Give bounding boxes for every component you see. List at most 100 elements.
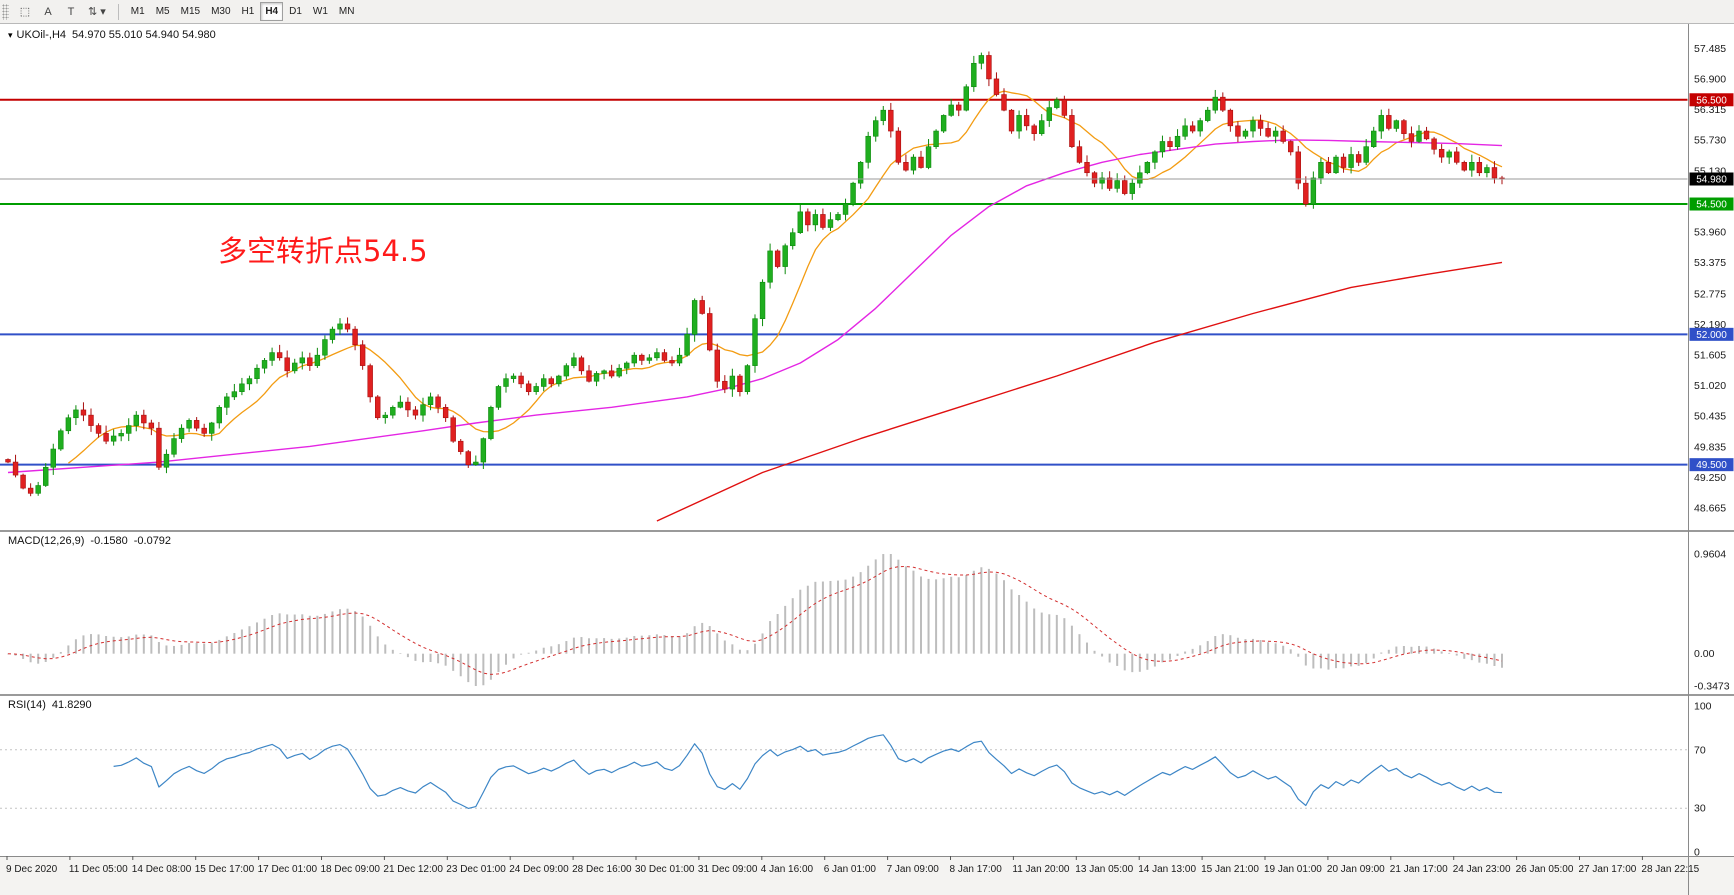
rsi-line xyxy=(113,734,1503,810)
toolbar-tools-group: ⬚ A T ⇅ ▾ xyxy=(14,2,111,21)
svg-text:52.000: 52.000 xyxy=(1696,330,1727,341)
svg-text:56.500: 56.500 xyxy=(1696,95,1727,106)
svg-text:56.900: 56.900 xyxy=(1694,73,1726,85)
time-label: 20 Jan 09:00 xyxy=(1327,864,1385,875)
time-label: 28 Jan 22:15 xyxy=(1641,864,1699,875)
symbol-timeframe-label: UKOil-,H4 xyxy=(16,29,67,41)
svg-text:-0.3473: -0.3473 xyxy=(1694,681,1730,693)
svg-text:51.020: 51.020 xyxy=(1694,380,1726,392)
time-label: 18 Dec 09:00 xyxy=(321,864,381,875)
time-label: 28 Dec 16:00 xyxy=(572,864,632,875)
time-label: 8 Jan 17:00 xyxy=(950,864,1003,875)
timeframe-m5-button[interactable]: M5 xyxy=(151,2,175,21)
timeframe-group: M1 M5 M15 M30 H1 H4 D1 W1 MN xyxy=(126,2,360,21)
timeframe-mn-button[interactable]: MN xyxy=(334,2,360,21)
rsi-header: RSI(14) 41.8290 xyxy=(8,699,92,711)
time-axis[interactable]: 9 Dec 2020 11 Dec 05:00 14 Dec 08:00 15 Dec… xyxy=(6,856,1700,875)
svg-text:54.500: 54.500 xyxy=(1696,200,1727,211)
svg-text:53.960: 53.960 xyxy=(1694,227,1726,239)
horizontal-lines[interactable] xyxy=(0,98,1688,466)
time-label: 21 Jan 17:00 xyxy=(1390,864,1448,875)
macd-signal-line xyxy=(7,565,1503,675)
svg-text:56.315: 56.315 xyxy=(1694,104,1726,116)
svg-text:52.775: 52.775 xyxy=(1694,288,1726,300)
macd-main-value: -0.1580 xyxy=(90,535,128,547)
price-badge-56.500: 56.500 xyxy=(1689,93,1734,107)
time-label: 4 Jan 16:00 xyxy=(761,864,814,875)
svg-text:49.250: 49.250 xyxy=(1694,472,1726,484)
price-axis: 57.48556.90056.31555.73055.13054.54553.9… xyxy=(1694,43,1726,515)
marquee-tool-icon[interactable]: ⬚ xyxy=(14,2,36,21)
svg-text:0.9604: 0.9604 xyxy=(1694,549,1726,561)
time-label: 31 Dec 09:00 xyxy=(698,864,758,875)
candles xyxy=(5,51,1505,497)
chart-area: 57.48556.90056.31555.73055.13054.54553.9… xyxy=(0,24,1734,895)
price-badge-54.500: 54.500 xyxy=(1689,197,1734,211)
svg-text:57.485: 57.485 xyxy=(1694,43,1726,55)
time-label: 13 Jan 05:00 xyxy=(1075,864,1133,875)
panel-divider-macd-rsi[interactable] xyxy=(0,694,1734,696)
timeframe-m15-button[interactable]: M15 xyxy=(176,2,205,21)
ma-slow-line xyxy=(656,261,1503,522)
macd-histogram xyxy=(7,554,1503,686)
svg-text:49.835: 49.835 xyxy=(1694,442,1726,454)
macd-signal-value: -0.0792 xyxy=(133,535,172,547)
time-label: 27 Jan 17:00 xyxy=(1579,864,1637,875)
svg-text:30: 30 xyxy=(1694,803,1706,815)
ma-mid-line xyxy=(7,139,1503,474)
time-label: 15 Dec 17:00 xyxy=(195,864,255,875)
cursor-a-tool-icon[interactable]: A xyxy=(37,2,59,21)
toolbar-separator xyxy=(117,3,119,20)
macd-label: MACD(12,26,9) xyxy=(8,535,85,547)
time-label: 14 Jan 13:00 xyxy=(1138,864,1196,875)
svg-text:48.665: 48.665 xyxy=(1694,503,1726,515)
price-badge-54.980: 54.980 xyxy=(1689,172,1734,186)
rsi-label: RSI(14) xyxy=(8,699,46,711)
macd-header: MACD(12,26,9) -0.1580 -0.0792 xyxy=(8,535,171,547)
timeframe-h4-button[interactable]: H4 xyxy=(260,2,284,21)
timeframe-m30-button[interactable]: M30 xyxy=(206,2,235,21)
svg-text:55.730: 55.730 xyxy=(1694,134,1726,146)
time-axis-strip xyxy=(0,856,1734,895)
svg-text:54.980: 54.980 xyxy=(1696,175,1727,186)
time-label: 24 Dec 09:00 xyxy=(509,864,569,875)
svg-text:0.00: 0.00 xyxy=(1694,648,1715,660)
time-label: 14 Dec 08:00 xyxy=(132,864,192,875)
chart-annotation[interactable]: 多空转折点54.5 xyxy=(218,234,428,268)
time-label: 23 Dec 01:00 xyxy=(446,864,506,875)
svg-text:0: 0 xyxy=(1694,847,1700,859)
timeframe-h1-button[interactable]: H1 xyxy=(237,2,260,21)
toolbar-drag-grip[interactable] xyxy=(2,3,9,20)
macd-axis: 0.9604 0.00 -0.3473 xyxy=(1694,549,1730,693)
time-label: 7 Jan 09:00 xyxy=(887,864,940,875)
svg-text:70: 70 xyxy=(1694,744,1706,756)
ohlc-values: 54.970 55.010 54.940 54.980 xyxy=(72,29,216,41)
price-badge-52.000: 52.000 xyxy=(1689,327,1734,341)
price-badge-49.500: 49.500 xyxy=(1689,458,1734,472)
time-label: 6 Jan 01:00 xyxy=(824,864,877,875)
chart-canvas[interactable]: 57.48556.90056.31555.73055.13054.54553.9… xyxy=(0,24,1734,895)
svg-text:49.500: 49.500 xyxy=(1696,460,1727,471)
time-label: 9 Dec 2020 xyxy=(6,864,58,875)
text-tool-icon[interactable]: T xyxy=(60,2,82,21)
objects-dropdown-icon[interactable]: ⇅ ▾ xyxy=(83,2,111,21)
timeframe-w1-button[interactable]: W1 xyxy=(308,2,333,21)
timeframe-m1-button[interactable]: M1 xyxy=(126,2,150,21)
time-label: 24 Jan 23:00 xyxy=(1453,864,1511,875)
svg-text:53.375: 53.375 xyxy=(1694,257,1726,269)
svg-text:100: 100 xyxy=(1694,701,1712,713)
svg-text:51.605: 51.605 xyxy=(1694,349,1726,361)
time-label: 30 Dec 01:00 xyxy=(635,864,695,875)
time-label: 17 Dec 01:00 xyxy=(258,864,318,875)
chart-header: ▾ UKOil-,H4 54.970 55.010 54.940 54.980 xyxy=(8,29,216,41)
one-click-trading-arrow[interactable]: ▾ xyxy=(8,30,13,40)
time-label: 26 Jan 05:00 xyxy=(1516,864,1574,875)
rsi-value: 41.8290 xyxy=(51,699,92,711)
time-label: 11 Dec 05:00 xyxy=(69,864,128,875)
panel-divider-main-macd[interactable] xyxy=(0,530,1734,532)
time-label: 15 Jan 21:00 xyxy=(1201,864,1259,875)
time-label: 19 Jan 01:00 xyxy=(1264,864,1322,875)
time-label: 11 Jan 20:00 xyxy=(1012,864,1070,875)
timeframe-d1-button[interactable]: D1 xyxy=(284,2,307,21)
time-label: 21 Dec 12:00 xyxy=(383,864,443,875)
